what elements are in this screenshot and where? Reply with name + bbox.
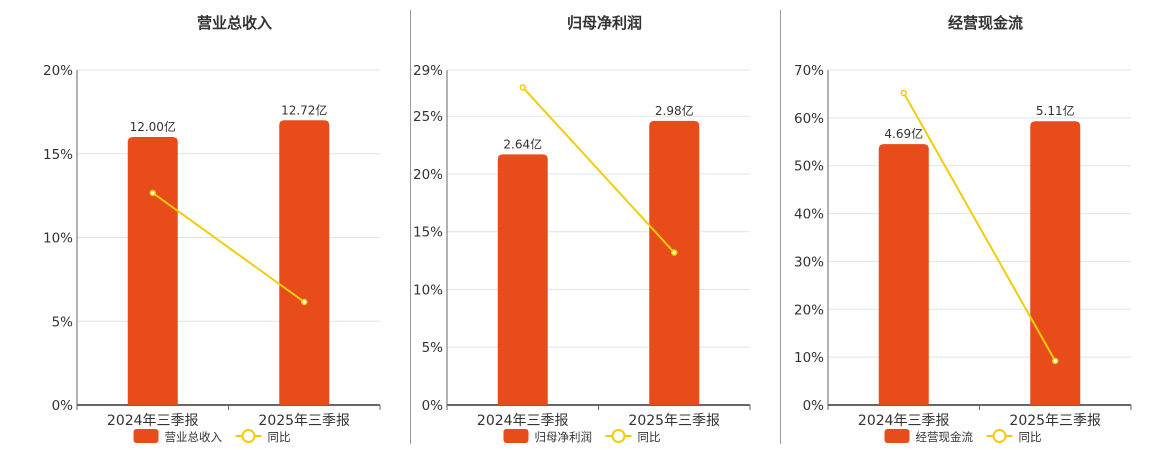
x-tick-label: 2025年三季报 [628,413,720,429]
divider-2 [780,10,781,444]
y-tick-label: 20% [43,63,73,79]
chart-title: 营业总收入 [197,14,272,32]
bar[interactable] [878,144,929,405]
yoy-point[interactable] [900,89,907,97]
bar-value-label: 2.98亿 [655,103,694,118]
y-tick-label: 0% [803,398,825,414]
y-tick-label: 29% [413,63,443,79]
yoy-line [902,92,1057,362]
yoy-point[interactable] [671,249,678,256]
y-tick-label: 20% [794,302,824,318]
legend-bar-label[interactable]: 经营现金流 [916,430,974,444]
legend: 营业总收入 同比 [133,429,291,444]
y-tick-label: 10% [43,231,73,247]
y-tick-label: 15% [43,147,73,163]
chart-2: 归母净利润 0% 5% 10% 15% 20% 25% 29% 2024年三季报 2.64亿 202… [413,14,751,444]
bar-value-label: 4.69亿 [884,126,923,141]
chart-title: 经营现金流 [948,14,1023,32]
legend-circle-icon [992,429,1007,443]
y-tick-label: 5% [422,340,444,356]
yoy-point[interactable] [301,298,308,306]
bar[interactable] [497,154,548,405]
yoy-point[interactable] [1052,357,1059,365]
y-tick-label: 0% [422,398,444,414]
bar[interactable] [127,137,178,405]
legend-bar-swatch-icon[interactable] [133,429,159,443]
y-tick-label: 20% [413,167,443,183]
yoy-point[interactable] [149,189,156,197]
legend-bar-label[interactable]: 营业总收入 [165,430,223,444]
divider-1 [410,10,411,444]
y-tick-label: 25% [413,109,443,125]
x-tick-label: 2024年三季报 [107,413,199,429]
legend-line-label[interactable]: 同比 [638,430,661,444]
bar[interactable] [649,120,700,406]
x-tick-label: 2024年三季报 [477,413,569,429]
y-tick-label: 40% [794,207,824,223]
y-tick-label: 15% [413,225,443,241]
yoy-point[interactable] [519,84,526,91]
bar-value-label: 12.72亿 [281,102,327,117]
y-tick-label: 10% [413,282,443,298]
legend-bar-swatch-icon[interactable] [503,429,529,443]
chart-3: 经营现金流 0% 10% 20% 30% 40% 50% 60% 70% 2024年三季报 4.69… [794,14,1132,444]
legend-bar-label[interactable]: 归母净利润 [535,430,593,444]
chart-1: 营业总收入 0% 5% 10% 15% 20% 2024年三季报 12.00亿 2025年三季报… [43,14,381,444]
chart-title: 归母净利润 [567,14,642,32]
y-tick-label: 10% [794,350,824,366]
bar-value-label: 2.64亿 [503,136,542,151]
yoy-line [522,86,675,254]
bar-value-label: 12.00亿 [130,119,176,134]
legend: 归母净利润 同比 [503,429,661,444]
bar[interactable] [1030,121,1081,405]
legend-circle-icon [241,429,256,443]
legend: 经营现金流 同比 [884,429,1042,444]
x-tick-label: 2025年三季报 [258,413,350,429]
legend-line-label[interactable]: 同比 [1019,430,1042,444]
y-tick-label: 70% [794,63,824,79]
yoy-line [152,192,305,303]
y-tick-label: 60% [794,111,824,127]
y-tick-label: 50% [794,159,824,175]
y-tick-label: 30% [794,254,824,270]
x-tick-label: 2025年三季报 [1009,413,1101,429]
y-tick-label: 5% [52,314,74,330]
legend-bar-swatch-icon[interactable] [884,429,910,443]
bar[interactable] [279,120,330,405]
y-tick-label: 0% [52,398,74,414]
bar-value-label: 5.11亿 [1036,103,1075,118]
legend-circle-icon [611,429,626,443]
legend-line-label[interactable]: 同比 [268,430,291,444]
x-tick-label: 2024年三季报 [858,413,950,429]
